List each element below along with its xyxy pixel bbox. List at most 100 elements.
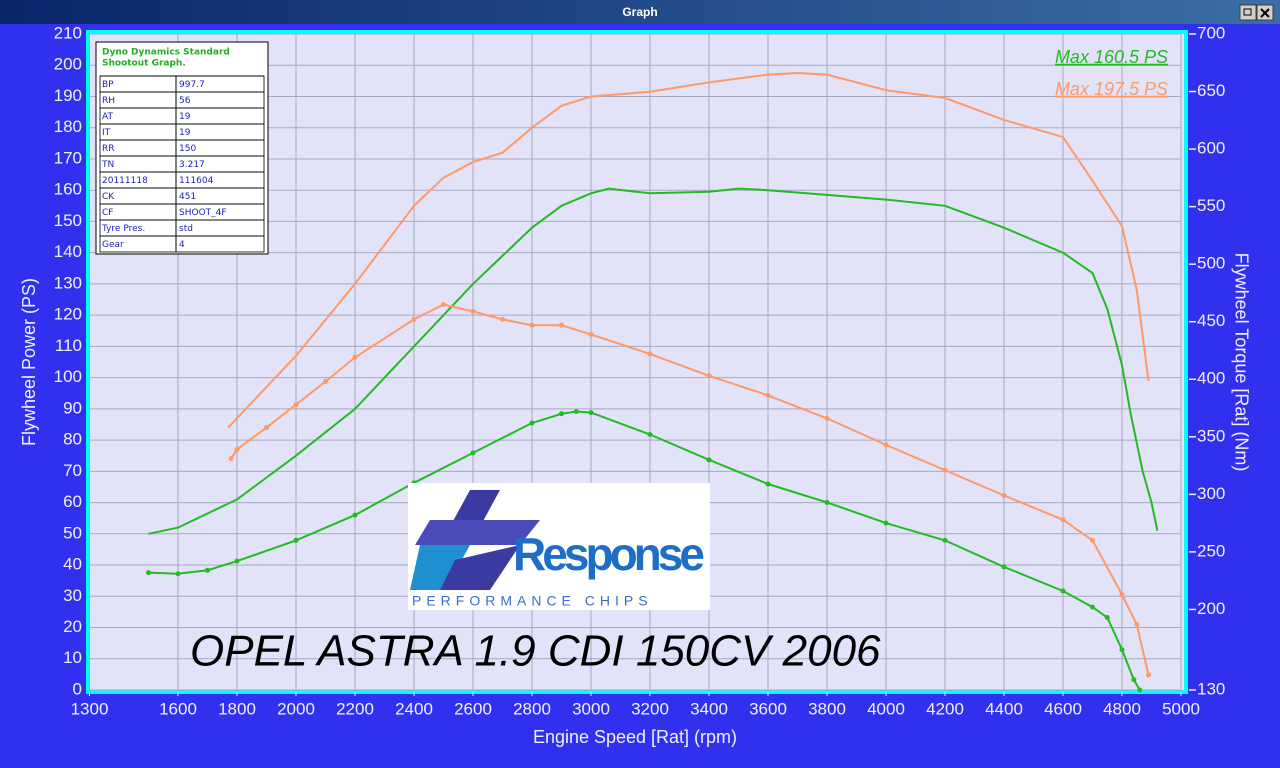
point: [1001, 564, 1007, 570]
y-tick-label: 140: [54, 242, 82, 261]
y-tick-label: 30: [63, 586, 82, 605]
point: [942, 537, 948, 543]
y-tick-label: 60: [63, 492, 82, 511]
x-tick-label: 1300: [71, 699, 109, 718]
point: [1134, 621, 1140, 627]
point: [1137, 687, 1143, 693]
x-tick-label: 4800: [1103, 699, 1141, 718]
point: [1001, 493, 1007, 499]
info-key: CF: [102, 208, 113, 218]
logo-shape: [415, 520, 540, 545]
logo-shape: [410, 545, 470, 590]
point: [824, 415, 830, 421]
y-axis-title: Flywheel Power (PS): [19, 278, 39, 446]
legend-entry: Max 160.5 PS: [1055, 47, 1168, 67]
info-key: Gear: [102, 240, 124, 250]
point: [293, 402, 299, 408]
point: [1119, 647, 1125, 653]
point: [559, 411, 564, 417]
point: [146, 570, 151, 576]
point: [234, 558, 240, 564]
y-tick-label: 20: [63, 617, 82, 636]
x-tick-label: 3400: [690, 699, 728, 718]
point: [559, 322, 564, 328]
point: [573, 408, 579, 414]
info-value: 56: [179, 96, 191, 106]
logo: Response PERFORMANCE CHIPS: [408, 483, 710, 610]
info-key: RH: [102, 96, 115, 106]
point: [706, 457, 712, 463]
x-tick-label: 3600: [749, 699, 787, 718]
y-tick-label: 50: [63, 523, 82, 542]
y-tick-label: 110: [55, 336, 82, 355]
info-value: 451: [179, 192, 196, 202]
point: [706, 373, 712, 379]
y-tick-label: 160: [54, 180, 82, 199]
restore-icon: [1243, 8, 1252, 16]
annotation: OPEL ASTRA 1.9 CDI 150CV 2006: [190, 627, 881, 676]
point: [942, 467, 948, 473]
x-axis-title: Engine Speed [Rat] (rpm): [533, 727, 737, 747]
point: [1060, 517, 1066, 523]
point: [323, 379, 328, 385]
logo-name: Response: [513, 528, 705, 580]
y-tick-label: 10: [63, 648, 82, 667]
x-tick-label: 1600: [159, 699, 197, 718]
point: [500, 316, 505, 322]
curve: [148, 187, 1159, 535]
info-value: SHOOT_4F: [179, 208, 227, 218]
window-title: Graph: [622, 5, 657, 19]
info-value: 997.7: [179, 80, 205, 90]
x-tick-label: 4000: [867, 699, 905, 718]
point: [441, 301, 446, 307]
point: [883, 442, 889, 448]
y-tick-label: 200: [54, 55, 82, 74]
point: [175, 571, 181, 577]
point: [883, 520, 889, 526]
point: [529, 420, 535, 426]
x-tick-label: 2200: [336, 699, 374, 718]
x-tick-label: 5000: [1162, 699, 1200, 718]
x-tick-label: 3800: [808, 699, 846, 718]
x-tick-label: 1800: [218, 699, 256, 718]
point: [1146, 672, 1152, 678]
point: [765, 392, 771, 398]
y-tick-label: 130: [54, 273, 82, 292]
info-key: CK: [102, 192, 115, 202]
info-value: 150: [179, 144, 196, 154]
point: [228, 456, 234, 462]
y2-tick-label: 650: [1197, 81, 1225, 100]
info-key: AT: [102, 112, 113, 122]
logo-shape: [440, 545, 520, 590]
restore-button[interactable]: [1239, 4, 1257, 21]
y-tick-label: 170: [54, 148, 82, 167]
info-key: BP: [102, 80, 114, 90]
y-tick-label: 210: [54, 23, 82, 42]
info-value: std: [179, 224, 193, 234]
point: [588, 331, 594, 337]
point: [293, 537, 299, 543]
y-tick-label: 100: [54, 367, 82, 386]
x-tick-label: 2800: [513, 699, 551, 718]
y2-tick-label: 550: [1197, 196, 1225, 215]
y-tick-label: 80: [63, 430, 82, 449]
window-buttons[interactable]: [1239, 4, 1274, 21]
logo-tagline: PERFORMANCE CHIPS: [412, 593, 653, 609]
x-tick-label: 4200: [926, 699, 964, 718]
point: [765, 481, 771, 487]
x-tick-label: 2600: [454, 699, 492, 718]
point: [647, 351, 653, 357]
info-key: Tyre Pres.: [101, 224, 145, 234]
info-value: 111604: [179, 176, 214, 186]
point: [470, 450, 476, 456]
info-box: [95, 41, 269, 255]
x-tick-label: 2000: [277, 699, 315, 718]
info-value: 3.217: [179, 160, 205, 170]
info-row: [99, 235, 265, 253]
info-key: IT: [102, 128, 111, 138]
point: [470, 308, 476, 314]
point: [1090, 537, 1095, 543]
point: [1090, 604, 1095, 610]
y-tick-label: 150: [54, 211, 82, 230]
info-title-line: Shootout Graph.: [102, 59, 186, 69]
